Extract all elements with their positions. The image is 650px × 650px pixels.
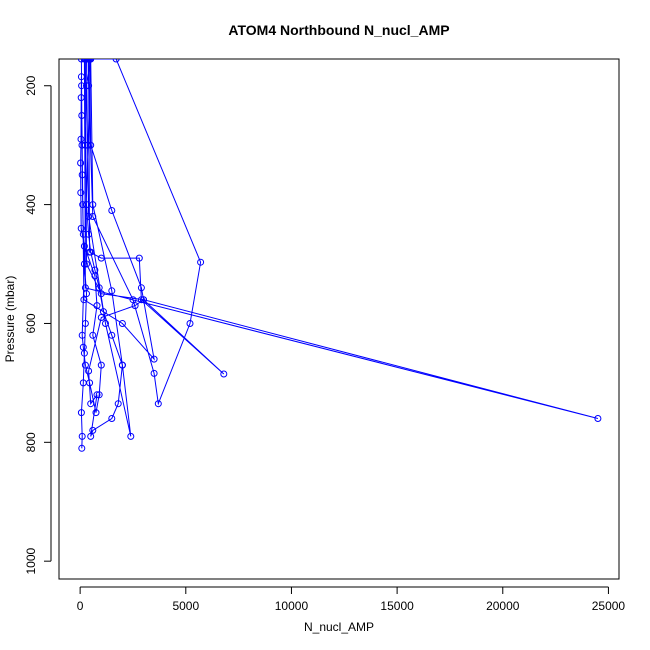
data-point [78, 82, 86, 90]
data-point [81, 361, 89, 369]
data-point [93, 302, 101, 310]
plot-frame [58, 58, 620, 580]
data-point [112, 59, 120, 63]
data-point [150, 355, 158, 363]
data-point [137, 296, 145, 304]
data-point [85, 230, 93, 238]
data-point [77, 409, 85, 417]
y-tick-label: 400 [24, 194, 38, 214]
x-tick-label: 10000 [275, 599, 309, 613]
series-line [80, 59, 599, 449]
data-point [97, 314, 105, 321]
data-point [78, 432, 86, 440]
series-layer [80, 59, 599, 449]
y-axis-label: Pressure (mbar) [3, 276, 17, 363]
data-point [89, 201, 97, 209]
data-point [80, 242, 88, 250]
x-tick-label: 0 [77, 599, 84, 613]
data-point [85, 367, 93, 375]
data-point [77, 159, 85, 167]
data-point [150, 369, 158, 377]
data-point [102, 320, 109, 327]
x-axis-label: N_nucl_AMP [304, 620, 374, 634]
x-tick-label: 20000 [486, 599, 520, 613]
data-point [135, 254, 143, 262]
data-point [118, 361, 126, 369]
data-point [95, 391, 103, 399]
data-point [80, 296, 88, 304]
points-layer [77, 59, 602, 452]
y-tick-label: 800 [24, 432, 38, 452]
data-point [79, 343, 87, 351]
data-point [78, 444, 86, 452]
data-point [108, 207, 116, 214]
data-point [108, 415, 116, 422]
data-point [77, 94, 85, 102]
data-point [85, 213, 93, 220]
data-point [137, 284, 145, 292]
data-point [99, 308, 107, 316]
chart-title: ATOM4 Northbound N_nucl_AMP [228, 22, 449, 38]
x-tick-label: 5000 [172, 599, 199, 613]
data-point [80, 260, 88, 268]
data-point [114, 400, 122, 408]
data-point [89, 213, 97, 220]
data-point [77, 73, 85, 81]
x-axis: 0 5000 10000 15000 20000 25000 [77, 586, 626, 613]
x-tick-label: 15000 [380, 599, 414, 613]
data-point [131, 302, 139, 310]
data-point [118, 320, 126, 327]
data-point [186, 320, 194, 327]
data-point [220, 370, 228, 378]
data-point [81, 141, 89, 149]
y-tick-label: 200 [24, 75, 38, 95]
data-point [86, 379, 94, 387]
data-point [97, 290, 105, 298]
data-point [86, 248, 94, 256]
data-point [84, 141, 91, 149]
data-point [87, 400, 95, 408]
x-tick-label: 25000 [592, 599, 626, 613]
data-point [108, 331, 116, 339]
data-point [93, 391, 101, 399]
data-point [77, 135, 85, 143]
data-point [87, 432, 95, 440]
data-point [89, 426, 97, 434]
data-point [80, 59, 88, 63]
data-point [108, 287, 116, 295]
data-point [92, 409, 100, 417]
data-point [81, 284, 89, 292]
data-point [197, 258, 205, 266]
data-point [81, 320, 89, 327]
data-point [79, 230, 87, 238]
data-point [97, 361, 105, 369]
data-point [91, 272, 99, 280]
data-point [89, 331, 97, 339]
data-point [78, 112, 86, 119]
data-point [594, 415, 602, 422]
data-point [87, 141, 95, 149]
data-point [78, 331, 86, 339]
data-point [129, 296, 137, 304]
data-point [140, 296, 147, 304]
data-point [77, 189, 85, 197]
data-point [83, 82, 90, 90]
data-point [77, 224, 85, 232]
data-point [79, 201, 87, 209]
y-axis: 200 400 600 800 1000 [24, 75, 52, 575]
data-point [85, 82, 93, 90]
data-point [77, 59, 85, 63]
data-point [154, 400, 162, 408]
y-tick-label: 1000 [24, 548, 38, 575]
data-point [97, 254, 105, 262]
y-tick-label: 600 [24, 313, 38, 333]
data-point [127, 432, 135, 440]
data-point [78, 171, 86, 179]
data-point [86, 59, 94, 63]
data-point [83, 260, 90, 268]
data-point [95, 284, 103, 292]
